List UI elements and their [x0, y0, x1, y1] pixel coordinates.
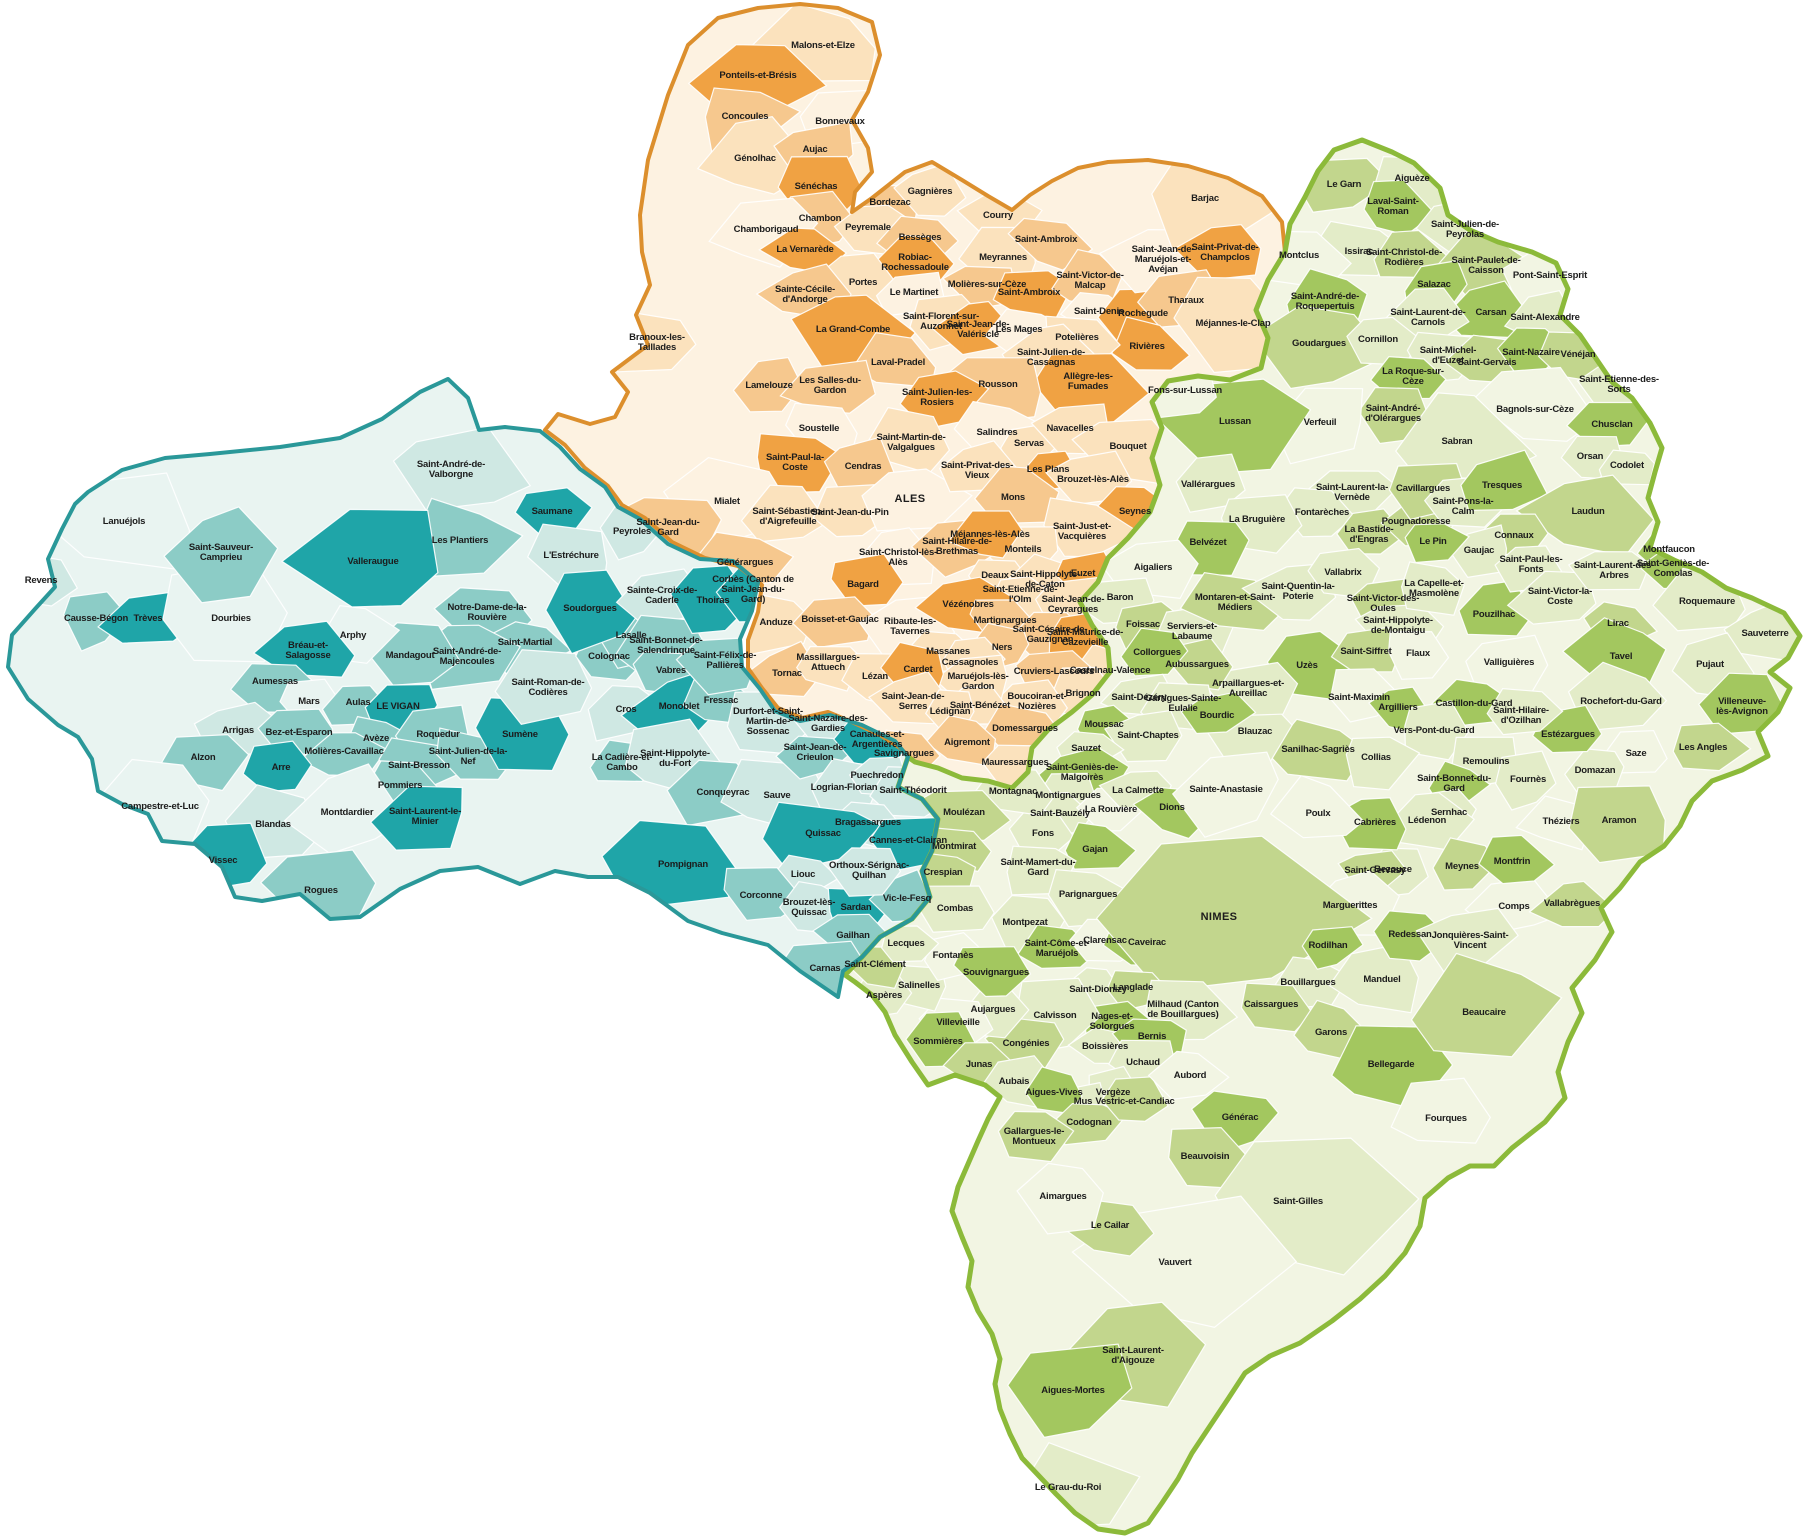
commune-cell	[1064, 822, 1137, 870]
commune-cell	[1567, 661, 1668, 732]
commune-cell	[369, 785, 463, 851]
commune-cell	[756, 433, 843, 494]
commune-cell	[1400, 561, 1465, 616]
commune-cell	[280, 508, 439, 608]
region-n-cells	[845, 155, 1800, 1530]
commune-cell	[1478, 834, 1556, 885]
commune-cell	[1240, 982, 1314, 1033]
commune-cell	[830, 553, 904, 607]
commune-cell	[791, 596, 875, 649]
commune-cell	[283, 763, 407, 855]
commune-cell	[1486, 687, 1564, 736]
commune-cell	[779, 359, 876, 414]
commune-cell	[1672, 722, 1752, 772]
commune-cell	[1103, 709, 1183, 763]
commune-cell	[1460, 449, 1549, 512]
commune-cell	[740, 484, 829, 543]
commune-cell	[494, 649, 593, 725]
commune-cell	[1147, 1050, 1230, 1101]
commune-cell	[242, 740, 313, 793]
commune-cell	[947, 510, 1023, 559]
commune-cell	[1269, 774, 1365, 839]
commune-cell	[1567, 550, 1651, 591]
region-v-border	[6, 377, 940, 999]
commune-cell	[63, 591, 128, 652]
commune-cell	[1404, 523, 1470, 564]
commune-cell	[1387, 631, 1450, 680]
commune-cell	[1180, 691, 1257, 735]
commune-cell	[1404, 700, 1470, 761]
commune-cell	[252, 620, 356, 678]
commune-cell	[1173, 224, 1262, 281]
commune-cell	[1120, 627, 1189, 677]
commune-cell	[1494, 750, 1557, 811]
commune-cell	[1171, 751, 1279, 838]
commune-cell	[545, 569, 637, 655]
commune-cell	[997, 1110, 1075, 1163]
commune-cell	[163, 506, 279, 604]
commune-cell	[1016, 1162, 1104, 1235]
commune-cell	[1410, 952, 1563, 1058]
commune-cell	[1007, 1343, 1133, 1439]
commune-cell	[1528, 880, 1617, 928]
commune-cell	[1095, 835, 1373, 993]
commune-cell	[1432, 837, 1501, 891]
commune-cell	[1007, 217, 1094, 271]
commune-cell	[1345, 736, 1421, 791]
region-n-border	[842, 137, 1803, 1536]
commune-cell	[1330, 626, 1402, 673]
commune-cell	[1390, 1077, 1492, 1144]
commune-cell	[881, 925, 940, 963]
commune-cell	[828, 847, 901, 897]
commune-cell	[952, 946, 1032, 998]
commune-cell	[1301, 926, 1364, 970]
